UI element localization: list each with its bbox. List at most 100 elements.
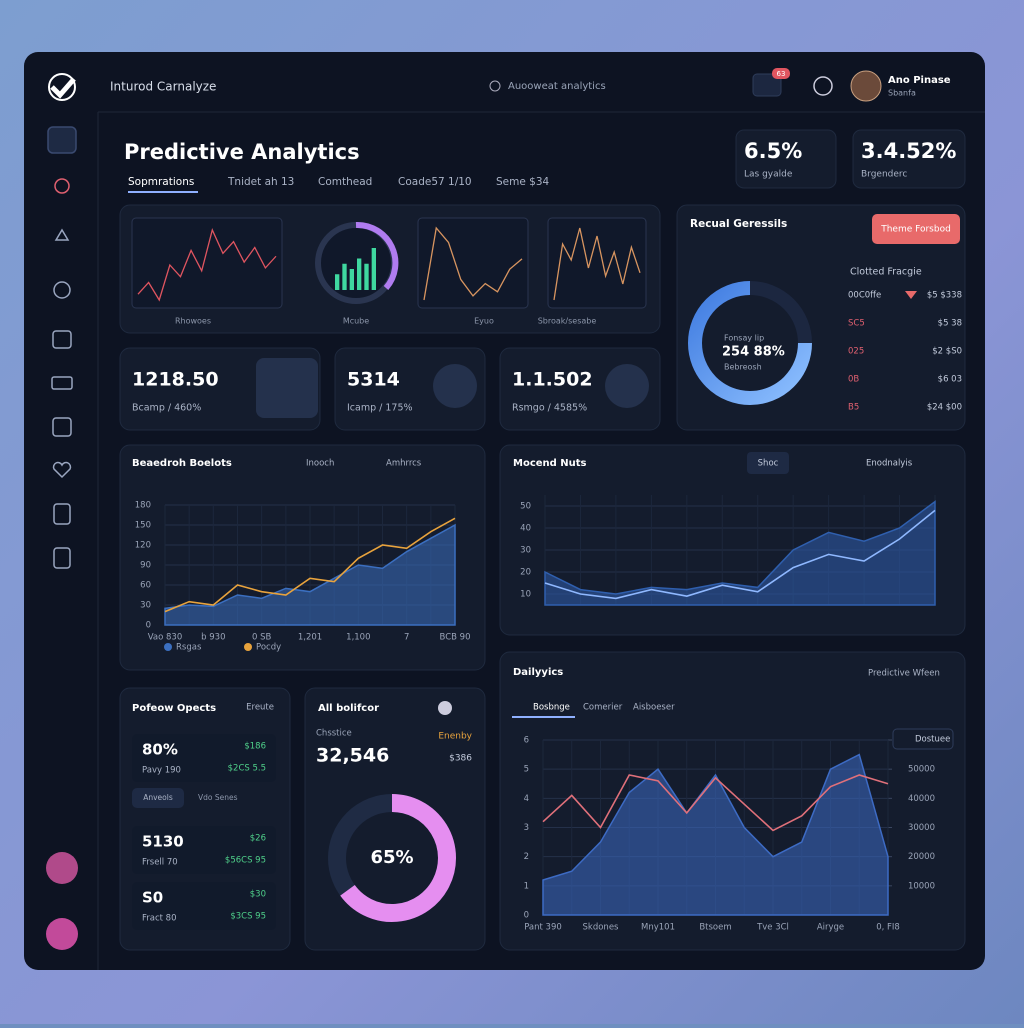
y-tick-label: 0 [146,621,151,631]
object-value: 80% [142,741,178,759]
donut-arc [688,281,812,405]
badge-count: 63 [777,70,786,78]
row-value: $6 03 [938,375,962,385]
stat-icon [256,358,318,418]
nav-heart[interactable] [52,461,72,479]
x-tick-label: b 930 [201,633,225,643]
button[interactable] [747,452,789,474]
y-tick-label: 50 [520,502,531,512]
button-label[interactable]: Theme Forsbod [880,225,951,235]
tab[interactable]: Sopmrations [128,176,194,188]
row-value: $24 $00 [927,403,962,413]
nav-lock[interactable] [52,417,72,437]
nav-file[interactable] [53,547,71,569]
nav-user[interactable] [54,178,70,194]
panel-title: Pofeow Opects [132,703,216,714]
y-tick-label: 120 [135,541,151,551]
object-value: S0 [142,889,163,907]
x-tick-label: Pant 390 [524,923,562,933]
avatar[interactable] [850,70,882,102]
link[interactable]: Inooch [306,459,334,469]
tab[interactable]: Coade57 1/10 [398,176,472,188]
nav-card[interactable] [51,376,73,390]
donut-label: Bebreosh [724,363,762,372]
y-tick-label: 5 [524,765,529,775]
mini-line [553,227,641,301]
object-right-sub: $56CS 95 [225,856,266,866]
badge [772,68,790,79]
kpi-value: 3.4.52% [861,139,956,163]
panel-title: Recual Geressils [690,218,787,230]
y-tick-label: 150 [135,521,151,531]
note: Predictive Wfeen [868,669,940,679]
stat-label: Icamp / 175% [347,403,413,414]
y-tick-label: 4 [524,794,529,804]
chart-title: Mocend Nuts [513,458,587,469]
mini-box [547,217,647,309]
x-tick-label: 1,100 [346,633,370,643]
y-tick-label: 180 [135,501,151,511]
x-tick-label: Skdones [583,923,620,933]
menu-button[interactable] [813,76,833,96]
nav-alert[interactable] [54,228,70,241]
nav-globe[interactable] [53,281,71,299]
button-label[interactable]: Shoc [758,459,779,469]
y2-tick-label: 10000 [908,881,935,891]
line [164,517,456,613]
y-tick-label: 40 [520,524,531,534]
list-title: Clotted Fracgie [850,267,922,278]
stat-icon [433,364,477,408]
pill-note: Vdo Senes [198,793,238,802]
pill[interactable] [132,788,184,808]
mini-bar [364,263,369,290]
search-input[interactable]: Auooweat analytics [508,81,606,92]
button-label[interactable]: Enodnalyis [866,459,913,469]
results-button[interactable] [872,214,960,244]
stat-label: Bcamp / 460% [132,403,201,414]
tab[interactable]: Aisboeser [633,703,675,713]
row-label: B5 [848,403,859,413]
mini-label: Mcube [343,317,369,326]
link[interactable]: Amhrrcs [386,459,422,469]
tab[interactable]: Tnidet ah 13 [227,176,294,188]
button[interactable] [892,728,954,750]
object-row [132,882,276,930]
x-tick-label: Tve 3Cl [756,923,789,933]
toggle[interactable] [438,701,452,715]
kpi-label: Las gyalde [744,170,793,180]
nav-profile[interactable] [46,852,78,884]
tab[interactable]: Seme $34 [496,176,550,188]
mini-label: Rhowoes [175,317,211,326]
x-tick-label: Vao 830 [148,633,183,643]
area [542,753,889,916]
x-tick-label: Btsoem [699,923,731,933]
kpi-card [735,129,837,189]
button-label[interactable]: Dostuee [915,735,950,745]
tab[interactable]: Bosbnge [533,703,570,713]
y-tick-label: 1 [524,881,529,891]
y-tick-label: 10 [520,590,531,600]
object-sub: Fract 80 [142,914,177,924]
stat-label: Rsmgo / 4585% [512,403,587,414]
user-role: Sbanfa [888,89,916,98]
notification-button[interactable] [752,73,782,97]
tag-value: $386 [449,754,472,764]
mini-box [417,217,529,309]
x-tick-label: 1,201 [298,633,322,643]
tab[interactable]: Comerier [583,703,623,713]
pill-label[interactable]: Anveols [143,793,173,802]
search-icon[interactable] [489,80,501,92]
object-row [132,826,276,874]
object-right: $30 [250,890,266,900]
nav-settings[interactable] [46,918,78,950]
nav-home[interactable] [47,126,77,154]
nav-doc[interactable] [53,503,71,525]
mini-bar [335,274,340,290]
tab[interactable]: Comthead [318,176,372,188]
object-value: 5130 [142,833,184,851]
nav-box[interactable] [52,330,72,349]
row-value: $2 $S0 [932,347,962,357]
sidebar-icons [47,126,77,569]
button-label[interactable]: Ereute [246,703,274,713]
